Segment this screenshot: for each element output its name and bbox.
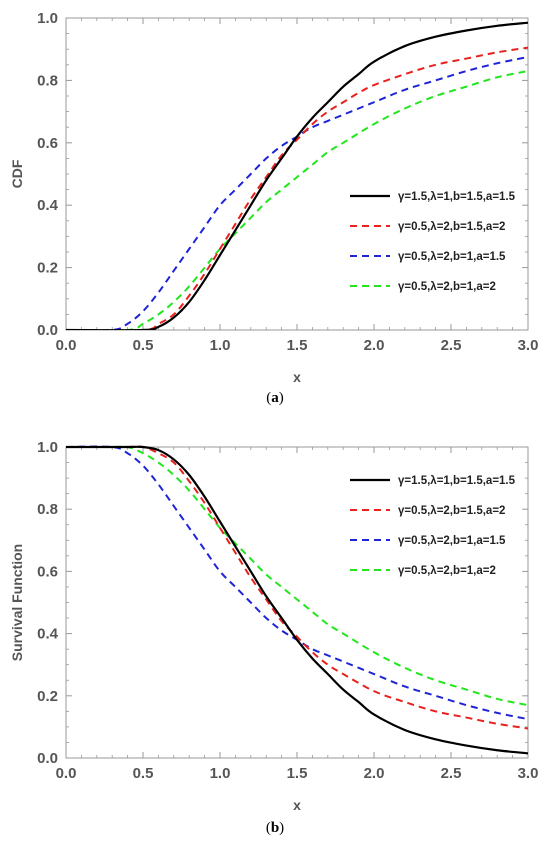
y-tick-label: 0.6 [37,563,58,580]
series-line-1 [66,445,528,755]
x-tick-label: 0.0 [56,337,77,354]
chart-panel-b: 0.0 0.5 1.0 1.5 2.0 2.5 3.0 0.0 0.2 0.4 0.6 0.8 1.0 x… [0,428,550,846]
legend-label-1: γ=1.5,λ=1,b=1.5,a=1.5 [398,191,516,203]
x-tick-label: 3.0 [518,765,539,782]
caption-b: (b) [265,820,285,836]
x-axis-label: x [293,369,301,385]
legend-label-1: γ=1.5,λ=1,b=1.5,a=1.5 [398,475,516,487]
series-line-4 [66,445,528,707]
y-tick-label: 0.8 [37,501,58,518]
y-tick-label: 0.0 [37,750,58,767]
y-tick-label: 0.2 [37,260,58,277]
y-tick-label: 0.4 [37,197,59,214]
y-tick-label: 0.6 [37,135,58,152]
series-line-1 [66,21,528,330]
legend-label-3: γ=0.5,λ=2,b=1,a=1.5 [398,251,506,263]
legend-label-2: γ=0.5,λ=2,b=1.5,a=2 [398,505,505,517]
x-tick-label: 2.0 [364,337,385,354]
x-tick-label: 1.0 [210,337,231,354]
x-tick-label: 0.5 [133,765,154,782]
x-tick-label: 0.0 [56,765,77,782]
x-tick-label: 3.0 [518,337,539,354]
y-tick-label: 0.4 [37,626,59,643]
x-tick-label: 2.5 [441,765,462,782]
caption-a: (a) [266,390,284,406]
x-tick-label: 2.0 [364,765,385,782]
x-tick-label: 1.0 [210,765,231,782]
y-axis-label: CDF [9,159,25,188]
survival-chart: 0.0 0.5 1.0 1.5 2.0 2.5 3.0 0.0 0.2 0.4 0.6 0.8 1.0 x… [9,439,539,813]
chart-panel-a: 0.0 0.5 1.0 1.5 2.0 2.5 3.0 0.0 0.2 0.4 0.6 0.8 1.0 x… [0,0,550,410]
legend-label-4: γ=0.5,λ=2,b=1,a=2 [398,281,496,293]
x-tick-label: 1.5 [287,337,308,354]
cdf-chart: 0.0 0.5 1.0 1.5 2.0 2.5 3.0 0.0 0.2 0.4 0.6 0.8 1.0 x… [9,10,539,385]
y-tick-label: 0.8 [37,72,58,89]
y-tick-label: 1.0 [37,10,58,27]
legend-label-4: γ=0.5,λ=2,b=1,a=2 [398,565,496,577]
y-axis-label: Survival Function [9,544,25,661]
series-line-3 [66,56,528,330]
legend-label-2: γ=0.5,λ=2,b=1.5,a=2 [398,221,505,233]
series-line-3 [66,445,528,721]
x-tick-label: 2.5 [441,337,462,354]
series-line-4 [66,70,528,330]
legend-label-3: γ=0.5,λ=2,b=1,a=1.5 [398,535,506,547]
x-tick-label: 0.5 [133,337,154,354]
x-tick-label: 1.5 [287,765,308,782]
y-tick-label: 0.0 [37,322,58,339]
plot-frame [65,446,529,759]
caption-b-label: b [270,820,280,836]
y-tick-label: 0.2 [37,688,58,705]
y-tick-label: 1.0 [37,439,58,456]
x-axis-label: x [293,797,301,813]
series-line-2 [66,445,528,730]
caption-a-label: a [271,390,279,406]
